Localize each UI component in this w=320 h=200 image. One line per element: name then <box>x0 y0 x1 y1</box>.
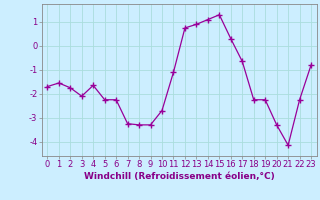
X-axis label: Windchill (Refroidissement éolien,°C): Windchill (Refroidissement éolien,°C) <box>84 172 275 181</box>
